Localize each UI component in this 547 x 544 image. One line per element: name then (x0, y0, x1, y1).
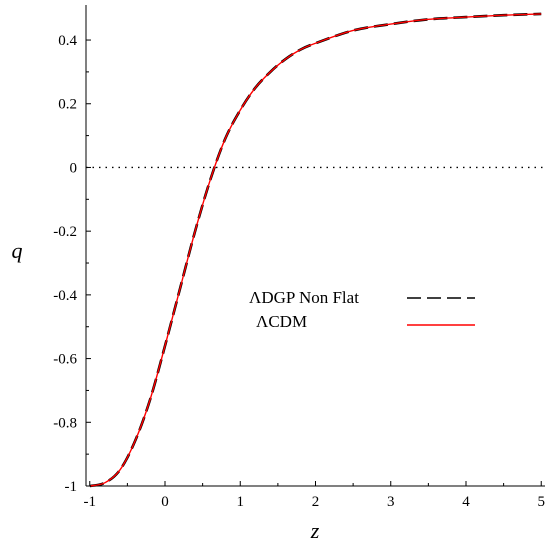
x-tick-label: 1 (237, 494, 245, 510)
y-tick-label: 0.2 (58, 97, 77, 113)
x-axis-label: z (310, 518, 320, 543)
x-tick-layer: -1 0 1 2 3 4 5 (84, 481, 545, 510)
y-tick-label: -1 (65, 479, 78, 495)
x-tick-label: 2 (312, 494, 320, 510)
x-tick-label: 5 (537, 494, 545, 510)
legend-label-lcdm: ΛCDM (256, 312, 307, 331)
series-line-lcdm (89, 13, 542, 487)
y-tick-label: -0.6 (53, 352, 77, 368)
x-tick-label: 0 (161, 494, 169, 510)
y-tick-label: 0.4 (58, 33, 77, 49)
y-tick-label: -0.4 (53, 288, 77, 304)
y-tick-label: -0.8 (53, 415, 77, 431)
legend: ΛDGP Non Flat ΛCDM (249, 288, 475, 331)
x-tick-label: -1 (84, 494, 97, 510)
y-tick-layer: -1 -0.8 -0.6 -0.4 -0.2 0 0.2 0.4 (53, 33, 91, 495)
y-axis-label: q (12, 238, 23, 263)
y-tick-label: 0 (70, 160, 78, 176)
x-tick-label: 4 (462, 494, 470, 510)
plot-frame (85, 5, 545, 487)
series-line-dgp (89, 12, 542, 488)
legend-label-dgp: ΛDGP Non Flat (249, 288, 359, 307)
x-tick-label: 3 (387, 494, 395, 510)
y-tick-label: -0.2 (53, 224, 77, 240)
series-layer (89, 12, 542, 488)
